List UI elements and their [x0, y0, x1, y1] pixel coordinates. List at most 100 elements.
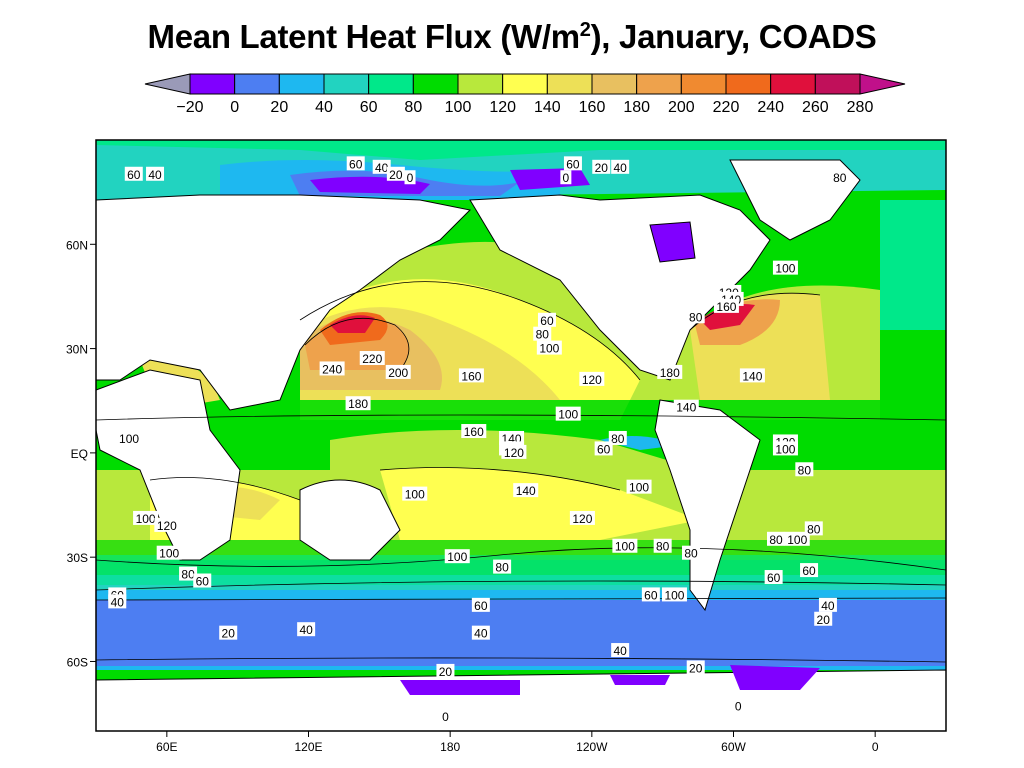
contour-label: 140 [676, 401, 696, 415]
contour-label-bg [458, 368, 484, 383]
longitude-axis: 60E 120E 180 120W 60W 0 [156, 731, 879, 754]
contour-label-bg [657, 364, 683, 379]
contour-label: 0 [563, 171, 570, 185]
contour-label: 60 [767, 571, 781, 585]
contour-label-bg [739, 368, 765, 383]
map-frame [95, 139, 947, 732]
contour-label-bg [297, 622, 316, 637]
contour-label: 120 [157, 519, 177, 533]
contour-label: 20 [595, 161, 609, 175]
map-panel: 6040604020060204008010012014016080608010… [96, 140, 946, 731]
contour-label: 100 [664, 588, 684, 602]
contour-label-bg [444, 549, 470, 564]
contour-label: 0 [735, 700, 742, 714]
contour-label: 60 [644, 588, 658, 602]
contour-label-bg [402, 486, 428, 501]
contour-label-bg [653, 538, 672, 553]
contour-label-bg [641, 587, 660, 602]
contour-label-bg [219, 625, 238, 640]
contour-label-bg [319, 361, 345, 376]
colorbar-tick-label: 220 [713, 99, 740, 116]
contour-label-bg [124, 166, 143, 181]
contour-label-bg [592, 159, 611, 174]
contour-label-bg [404, 170, 416, 185]
contour-label-bg [346, 156, 365, 171]
contour-label: 100 [615, 540, 635, 554]
contour-label-bg [156, 545, 182, 560]
contour-label-bg [133, 510, 159, 525]
contour-label: 20 [439, 665, 453, 679]
contour-label: 20 [389, 168, 403, 182]
contour-label: 140 [516, 484, 536, 498]
colorbar-tick-label: 80 [404, 99, 422, 116]
contour-label-bg [732, 698, 744, 713]
contour-label: 80 [656, 540, 670, 554]
contour-label-bg [569, 510, 595, 525]
contour-label: 100 [447, 550, 467, 564]
lat-tick-label: EQ [71, 447, 88, 461]
contour-label: 100 [539, 342, 559, 356]
contour-label-bg [372, 159, 391, 174]
contour-label: 20 [817, 613, 831, 627]
contour-label-bg [501, 444, 527, 459]
contour-label-bg [563, 156, 582, 171]
contour-label: 80 [181, 568, 195, 582]
contour-label-bg [594, 441, 613, 456]
contour-label: 80 [536, 328, 550, 342]
contour-label: 240 [322, 362, 342, 376]
contour-label: 100 [136, 512, 156, 526]
contour-label-bg [795, 462, 814, 477]
contour-label-bg [764, 570, 783, 585]
contour-label: 40 [613, 161, 627, 175]
contour-label-bg [154, 517, 180, 532]
contour-label: 100 [629, 481, 649, 495]
colorbar-tick-label: 40 [315, 99, 333, 116]
contour-label-bg [772, 441, 798, 456]
contour-label-bg [661, 587, 687, 602]
contour-label-bg [772, 260, 798, 275]
contour-label: 60 [540, 314, 554, 328]
contour-label: 40 [375, 161, 389, 175]
contour-label-bg [713, 298, 739, 313]
plot-title: Mean Latent Heat Flux (W/m2), January, C… [147, 18, 877, 55]
contour-label: 100 [405, 488, 425, 502]
contour-label: 20 [222, 627, 236, 641]
contour-label: 100 [558, 408, 578, 422]
contour-label-bg [611, 643, 630, 658]
contour-label: 100 [119, 432, 139, 446]
contour-label: 0 [442, 710, 449, 724]
contour-label-bg [611, 159, 630, 174]
contour-label: 80 [807, 522, 821, 536]
contour-label-bg [612, 538, 638, 553]
lon-tick-label: 120W [576, 740, 608, 754]
contour-label: 80 [684, 547, 698, 561]
contour-label: 60 [196, 575, 210, 589]
colorbar-high-arrow [859, 73, 906, 95]
contour-label-bg [193, 573, 212, 588]
contour-label: 20 [689, 661, 703, 675]
contour-label-bg [682, 545, 700, 560]
contour-label-bg [179, 566, 198, 581]
colorbar-tick-label: 280 [847, 99, 874, 116]
contour-label-bg [804, 521, 823, 536]
contour-label-bg [116, 430, 142, 445]
lat-tick-label: 60N [66, 238, 88, 252]
contour-label: 100 [787, 533, 807, 547]
contour-label-bg [814, 611, 833, 626]
contour-label: 100 [775, 442, 795, 456]
contour-label-bg [555, 406, 581, 421]
colorbar-tick-label: 60 [360, 99, 378, 116]
contour-label-bg [608, 430, 627, 445]
lat-tick-label: 30S [67, 551, 88, 565]
contour-label: 40 [613, 644, 627, 658]
contour-label: 180 [348, 397, 368, 411]
contour-label-bg [800, 563, 819, 578]
contour-label: 80 [833, 171, 847, 185]
contour-label-bg [686, 309, 705, 324]
contour-label: 160 [464, 425, 484, 439]
contour-label-bg [359, 351, 385, 366]
lon-tick-label: 60W [721, 740, 746, 754]
contour-label-bg [436, 663, 455, 678]
contour-label-bg [673, 399, 699, 414]
contour-label: 60 [802, 564, 816, 578]
